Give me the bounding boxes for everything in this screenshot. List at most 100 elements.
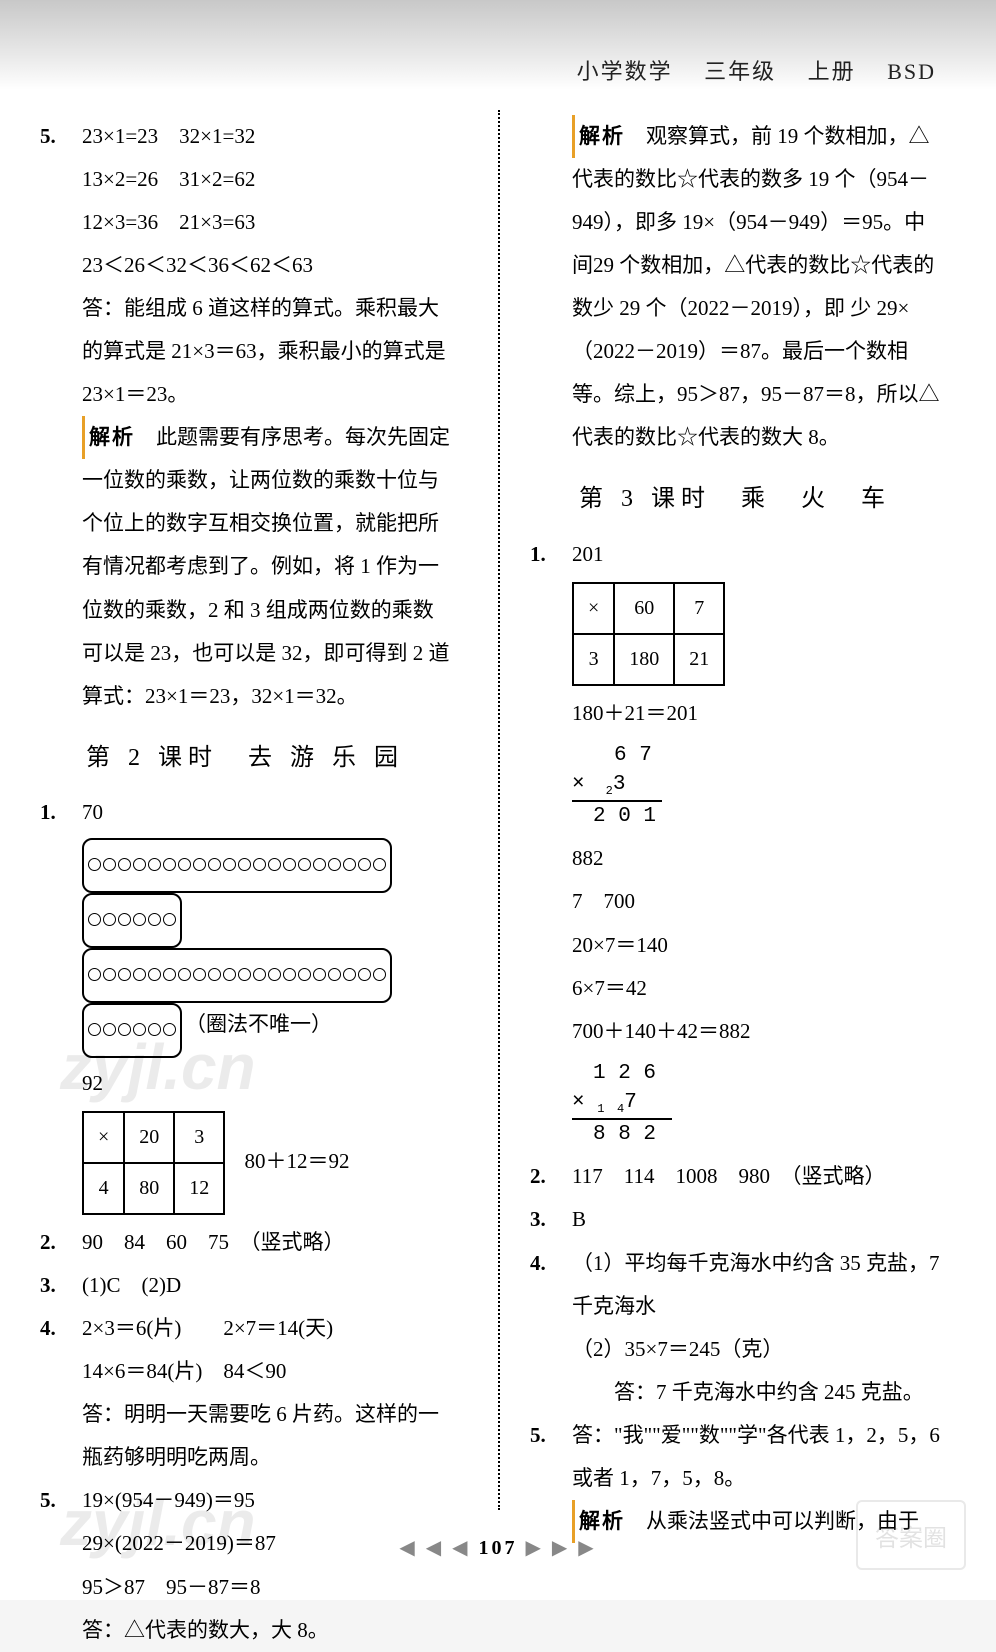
l2q3-body: (1)C (2)D: [82, 1264, 450, 1307]
vc-carry: 2: [606, 784, 613, 798]
dot-group-4: [82, 1003, 182, 1058]
l2q5: 5. 19×(954－949)＝95 29×(2022－2019)＝87 95＞…: [40, 1479, 450, 1651]
l2q5-d: 答：△代表的数大，大 8。: [82, 1609, 450, 1652]
header-volume: 上册: [808, 59, 856, 84]
vc-line: 8 8 2: [572, 1123, 656, 1146]
l3q4-a: （1）平均每千克海水中约含 35 克盐，7千克海水: [572, 1242, 940, 1328]
qn: 3.: [40, 1264, 82, 1307]
l3q1-e: 6×7＝42: [530, 967, 940, 1010]
footer-left: ◀ ◀ ◀: [399, 1537, 470, 1559]
qn: 4.: [40, 1307, 82, 1479]
header-text: 小学数学 三年级 上册 BSD: [577, 54, 936, 86]
q5: 5. 23×1=23 32×1=32 13×2=26 31×2=62 12×3=…: [40, 115, 450, 718]
vertical-calc-1: 6 7 × 23 2 0 1: [572, 741, 940, 832]
l3q4-b: （2）35×7＝245（克）: [572, 1328, 940, 1371]
qn: 2.: [530, 1155, 572, 1198]
l3q2: 2.117 114 1008 980 （竖式略）: [530, 1155, 940, 1198]
l2q4-a: 2×3＝6(片) 2×7＝14(天): [82, 1307, 450, 1350]
l2q5-c: 95＞87 95－87＝8: [82, 1566, 450, 1609]
l2q4-c: 答：明明一天需要吃 6 片药。这样的一瓶药够明明吃两周。: [82, 1393, 450, 1479]
dot-group-3: [82, 948, 392, 1003]
vertical-calc-2: 1 2 6 × 1 47 8 8 2: [572, 1059, 940, 1150]
l2q2: 2.90 84 60 75 （竖式略）: [40, 1221, 450, 1264]
qn: 3.: [530, 1198, 572, 1241]
l2q4-b: 14×6＝84(片) 84＜90: [82, 1350, 450, 1393]
q5-body: 23×1=23 32×1=32 13×2=26 31×2=62 12×3=36 …: [82, 115, 450, 718]
lesson2-title: 第 2 课时 去 游 乐 园: [40, 734, 450, 783]
q5-line1: 23×1=23 32×1=32: [82, 115, 450, 158]
l2q1-a: 70: [82, 791, 450, 834]
vc-line: 1 2 6: [572, 1062, 656, 1085]
footer-right: ▶ ▶ ▶: [526, 1537, 597, 1559]
header-subject: 小学数学: [577, 59, 673, 84]
l3q1-c: 7 700: [530, 880, 940, 923]
q5-answer: 答：能组成 6 道这样的算式。乘积最大的算式是 21×3＝63，乘积最小的算式是…: [82, 287, 450, 416]
vc-carry: 1: [597, 1102, 604, 1116]
page: 小学数学 三年级 上册 BSD 5. 23×1=23 32×1=32 13×2=…: [0, 0, 996, 1600]
top-analysis-text: 观察算式，前 19 个数相加，△代表的数比☆代表的数多 19 个（954－949…: [572, 124, 940, 449]
l2q2-body: 90 84 60 75 （竖式略）: [82, 1221, 450, 1264]
tbl-cell: 180: [614, 634, 674, 685]
vc-line: 2 0 1: [572, 805, 656, 828]
l3q1-f: 700＋140＋42＝882: [530, 1010, 940, 1053]
vc-line: 7: [624, 1091, 637, 1114]
l2q1-table: ×203 48012: [82, 1111, 225, 1215]
page-number: 107: [479, 1537, 518, 1559]
tbl-cell: ×: [83, 1112, 124, 1163]
qn: 4.: [530, 1242, 572, 1414]
left-column: 5. 23×1=23 32×1=32 13×2=26 31×2=62 12×3=…: [40, 115, 450, 1652]
vc-line: 3: [613, 773, 626, 796]
column-divider: [498, 110, 500, 1510]
qn: 5.: [530, 1414, 572, 1500]
l3q5-body: 答："我""爱""数""学"各代表 1，2，5，6或者 1，7，5，8。: [572, 1414, 940, 1500]
tbl-cell: 80: [124, 1163, 174, 1214]
q5-line4: 23＜26＜32＜36＜62＜63: [82, 244, 450, 287]
right-column: 解析 观察算式，前 19 个数相加，△代表的数比☆代表的数多 19 个（954－…: [530, 115, 940, 1543]
tbl-cell: 4: [83, 1163, 124, 1214]
q5-number: 5.: [40, 115, 82, 718]
l3q1-d: 20×7＝140: [530, 924, 940, 967]
dot-group-2: [82, 893, 182, 948]
l3q2-body: 117 114 1008 980 （竖式略）: [572, 1155, 940, 1198]
qn: 2.: [40, 1221, 82, 1264]
l3q4-body: （1）平均每千克海水中约含 35 克盐，7千克海水 （2）35×7＝245（克）…: [572, 1242, 940, 1414]
header-edition: BSD: [887, 59, 936, 84]
q5-analysis: 解析 此题需要有序思考。每次先固定一位数的乘数，让两位数的乘数十位与个位上的数字…: [82, 416, 450, 717]
l3q4: 4. （1）平均每千克海水中约含 35 克盐，7千克海水 （2）35×7＝245…: [530, 1242, 940, 1414]
l3q1-table: ×607 318021: [572, 582, 725, 686]
l2q4-body: 2×3＝6(片) 2×7＝14(天) 14×6＝84(片) 84＜90 答：明明…: [82, 1307, 450, 1479]
l2q1-eq: 80＋12＝92: [245, 1149, 350, 1173]
l3q1-body: 201 ×607 318021 180＋21＝201: [572, 533, 940, 735]
lesson3-title: 第 3 课时 乘 火 车: [530, 475, 940, 524]
analysis-label: 解析: [572, 115, 625, 158]
l2q3: 3.(1)C (2)D: [40, 1264, 450, 1307]
l3q3: 3.B: [530, 1198, 940, 1241]
l2q1-body: 70 （圈法不唯一） 92 ×203 48012 80＋12＝92: [82, 791, 450, 1221]
l3q3-body: B: [572, 1198, 940, 1241]
l3q1-eq1: 180＋21＝201: [572, 692, 940, 735]
header-grade: 三年级: [704, 59, 776, 84]
page-footer: ◀ ◀ ◀ 107 ▶ ▶ ▶: [0, 1535, 996, 1560]
q5-analysis-text: 此题需要有序思考。每次先固定一位数的乘数，让两位数的乘数十位与个位上的数字互相交…: [82, 425, 450, 707]
l2q1-table-row: ×203 48012 80＋12＝92: [82, 1111, 450, 1215]
q5-line3: 12×3=36 21×3=63: [82, 201, 450, 244]
qn: 1.: [530, 533, 572, 735]
l3q4-c: 答：7 千克海水中约含 245 克盐。: [572, 1371, 940, 1414]
dot-group-1: [82, 838, 392, 893]
l2q5-body: 19×(954－949)＝95 29×(2022－2019)＝87 95＞87 …: [82, 1479, 450, 1651]
l3q5: 5.答："我""爱""数""学"各代表 1，2，5，6或者 1，7，5，8。: [530, 1414, 940, 1500]
tbl-cell: ×: [573, 583, 614, 634]
tbl-cell: 21: [674, 634, 724, 685]
vc-line: ×: [572, 1091, 585, 1114]
dot-diagram: （圈法不唯一）: [82, 838, 450, 1058]
top-analysis: 解析 观察算式，前 19 个数相加，△代表的数比☆代表的数多 19 个（954－…: [530, 115, 940, 459]
l3q1-a: 201: [572, 533, 940, 576]
l2q1: 1. 70 （圈法不唯一） 92 ×203 48012 80＋12＝92: [40, 791, 450, 1221]
tbl-cell: 3: [174, 1112, 224, 1163]
tbl-cell: 60: [614, 583, 674, 634]
tbl-cell: 20: [124, 1112, 174, 1163]
analysis-label: 解析: [82, 416, 135, 459]
dot-note: （圈法不唯一）: [185, 1012, 332, 1036]
l3q1: 1. 201 ×607 318021 180＋21＝201: [530, 533, 940, 735]
l3q1-b: 882: [530, 837, 940, 880]
